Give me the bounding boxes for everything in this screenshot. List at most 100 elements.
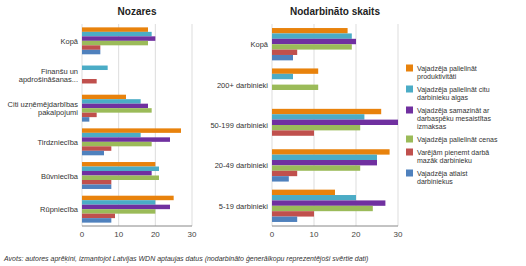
title: Nozares — [118, 6, 157, 17]
bar — [272, 55, 293, 60]
bar — [272, 109, 381, 114]
bar — [82, 167, 159, 171]
legend-label: Vajadzēja atlaistdarbiniekus — [417, 170, 468, 185]
bar — [82, 184, 111, 188]
legend-label: Vajadzēja samazināt ardarbaspēku mesaist… — [417, 107, 491, 130]
bars — [272, 28, 398, 222]
bar — [82, 171, 152, 175]
bar — [82, 214, 115, 218]
legend-swatch — [406, 86, 413, 93]
category-label: 5-19 darbinieki — [219, 202, 269, 211]
bar — [82, 117, 89, 121]
bar — [272, 28, 348, 33]
x-axis-line — [82, 226, 192, 227]
grid-line — [192, 24, 193, 226]
bar — [82, 41, 148, 45]
bar — [272, 85, 318, 90]
legend-swatch — [406, 107, 413, 114]
bar — [272, 217, 297, 222]
bar — [82, 205, 170, 209]
category-label: Kopā — [250, 40, 268, 49]
category-label: 200+ darbinieki — [217, 81, 268, 90]
bar — [82, 50, 100, 54]
title: Nodarbināto skaits — [290, 6, 380, 17]
bar — [272, 149, 390, 154]
bar — [272, 155, 377, 160]
bar — [272, 90, 273, 95]
category-label: 50-199 darbinieki — [210, 121, 268, 130]
bar — [272, 50, 297, 55]
bar — [82, 79, 97, 83]
bar — [272, 33, 352, 38]
bar — [82, 128, 181, 132]
bar — [272, 160, 377, 165]
tick-label: 0 — [80, 230, 85, 239]
bar — [82, 75, 83, 79]
bar — [272, 125, 360, 130]
bar — [82, 61, 83, 65]
bar — [272, 206, 373, 211]
tick-label: 10 — [114, 230, 123, 239]
bar — [82, 137, 170, 141]
category-label: Rūpniecība — [40, 205, 79, 214]
legend-swatch — [406, 65, 413, 72]
bar — [272, 74, 293, 79]
category-label: Kopā — [60, 37, 78, 46]
bar — [82, 83, 83, 87]
category-label: Citi uzņēmējdarbībaspakalpojumi — [8, 100, 79, 117]
bar — [272, 200, 385, 205]
legend-label: Varējām pieņemt darbāmazāk darbinieku — [417, 149, 489, 164]
legend-swatch — [406, 136, 413, 143]
bar — [82, 200, 155, 204]
chart-root: Nozares 0 10 20 30 Kopā Finanšu unapdrošināšan… — [0, 0, 526, 266]
bars — [82, 27, 181, 222]
bar — [82, 151, 104, 155]
bar — [82, 99, 141, 103]
bar — [272, 171, 297, 176]
legend-swatch — [406, 170, 413, 177]
category-label: 20-49 darbinieki — [215, 161, 269, 170]
bar — [82, 180, 111, 184]
bar — [272, 190, 335, 195]
category-label: Finanšu unapdrošināšanas... — [19, 67, 78, 84]
bar — [82, 113, 97, 117]
legend-label: Vajadzēja palielināt cenas — [417, 136, 498, 144]
tick-label: 10 — [310, 230, 319, 239]
bar — [82, 70, 83, 74]
bar — [82, 66, 108, 70]
bar — [82, 196, 174, 200]
bar — [82, 176, 159, 180]
bar — [82, 36, 155, 40]
bar — [272, 114, 364, 119]
bar — [272, 79, 273, 84]
bar — [82, 209, 155, 213]
legend: Vajadzēja palielinātproduktivitātiVajadz… — [406, 65, 498, 186]
tick-label: 20 — [151, 230, 160, 239]
bar — [82, 27, 148, 31]
bar — [82, 162, 155, 166]
bar — [272, 211, 314, 216]
x-axis-line — [272, 226, 398, 227]
tick-label: 30 — [394, 230, 403, 239]
bar — [272, 165, 360, 170]
chart-panel: Nodarbināto skaits 0 10 20 30 Kopā 200+ darbin… — [210, 6, 403, 239]
tick-label: 20 — [352, 230, 361, 239]
footer: Avots: autores aprēķini, izmantojot Latv… — [3, 255, 368, 263]
category-label: Būvniecība — [41, 172, 79, 181]
bar — [272, 95, 273, 100]
bar — [82, 95, 126, 99]
bar — [272, 39, 356, 44]
legend-label: Vajadzēja palielināt citudarbinieku alga… — [417, 86, 490, 102]
bar — [272, 44, 352, 49]
bar — [272, 68, 318, 73]
bar — [272, 120, 398, 125]
bar — [82, 142, 152, 146]
tick-label: 0 — [270, 230, 275, 239]
bar — [82, 218, 111, 222]
bar — [272, 130, 314, 135]
chart-panel: Nozares 0 10 20 30 Kopā Finanšu unapdrošināšan… — [8, 6, 197, 239]
legend-swatch — [406, 149, 413, 156]
bar — [82, 104, 148, 108]
tick-label: 30 — [188, 230, 197, 239]
bar — [272, 136, 273, 141]
